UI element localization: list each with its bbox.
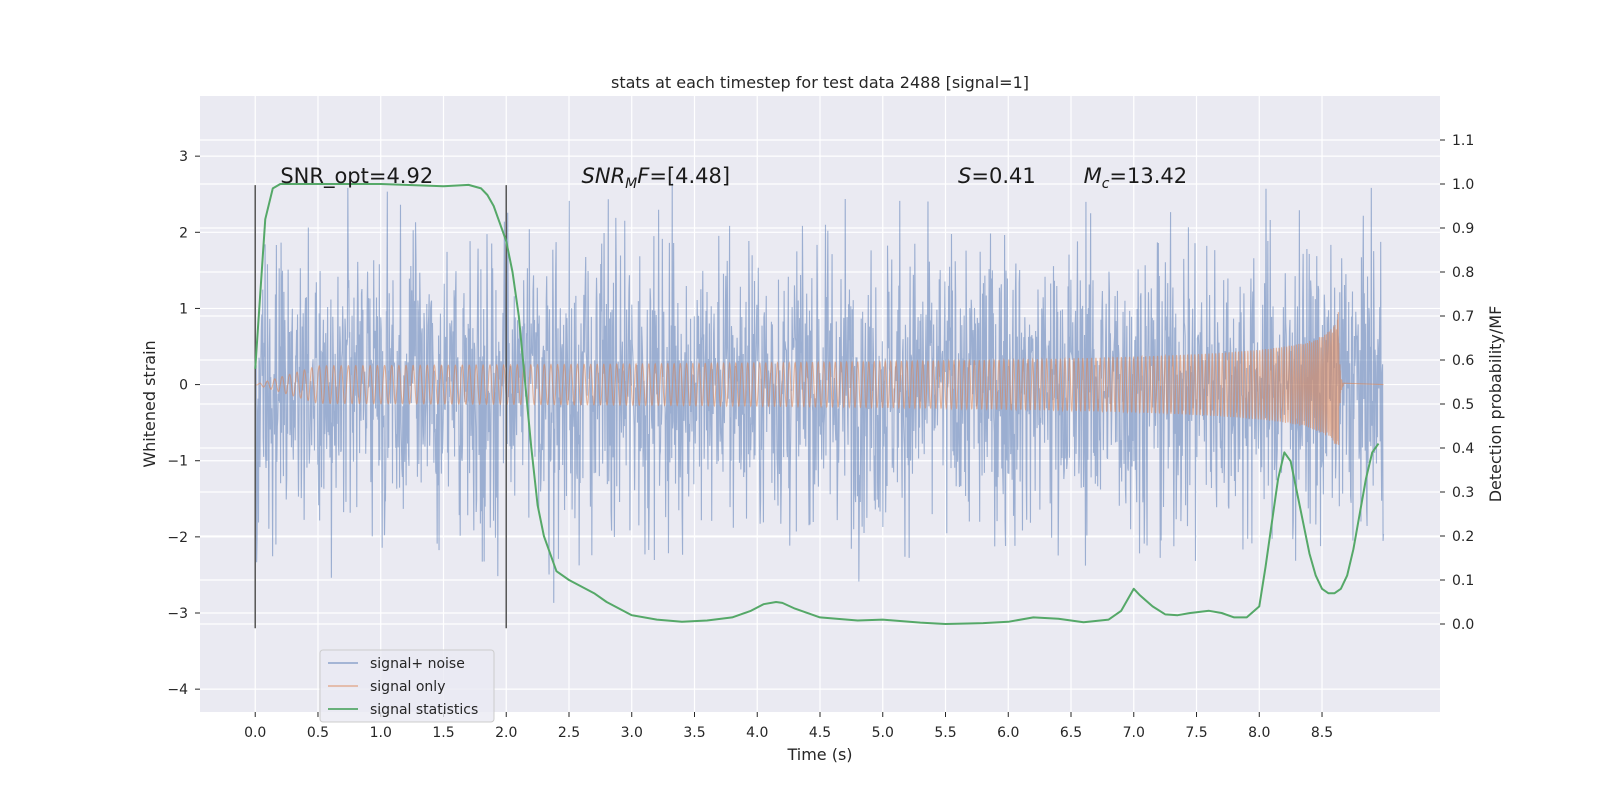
x-tick-label: 1.0: [370, 725, 392, 741]
y-axis-label: Whitened strain: [140, 340, 159, 467]
window-markers: [254, 185, 507, 629]
y2-tick-label: 0.2: [1452, 529, 1474, 545]
y2-tick-label: 1.0: [1452, 177, 1474, 193]
x-tick-label: 4.5: [809, 725, 831, 741]
legend-label-signal-noise: signal+ noise: [370, 656, 465, 672]
signal-only-line: [255, 312, 1384, 445]
y2-tick-label: 0.0: [1452, 617, 1474, 633]
tick-labels: 0.0 0.5 1.0 1.5 2.0 2.5 3.0 3.5 4.0 4.5 5.0 5.5 6.0 6…: [167, 133, 1474, 741]
x-tick-label: 5.5: [934, 725, 956, 741]
x-tick-label: 4.0: [746, 725, 768, 741]
x-axis-label: Time (s): [786, 745, 852, 764]
y-tick-label: −4: [167, 682, 188, 698]
legend-box: [319, 649, 495, 723]
legend-label-signal-statistics: signal statistics: [370, 702, 478, 718]
y2-tick-label: 0.4: [1452, 441, 1474, 457]
signal-only-series: [255, 312, 1384, 445]
y2-tick-label: 0.7: [1452, 309, 1474, 325]
y-tick-label: 2: [179, 225, 188, 241]
annotations: SNR_opt=4.92 SNRMF=[4.48] S=0.41 Mc=13.42: [280, 164, 1187, 192]
signal-statistics-series: [254, 183, 1380, 625]
signal-plus-noise-series: [254, 183, 1385, 603]
x-tick-label: 3.5: [683, 725, 705, 741]
annotation-3: Mc=13.42: [1084, 164, 1188, 192]
x-tick-label: 1.5: [432, 725, 454, 741]
y-tick-label: −2: [167, 530, 188, 546]
y2-tick-label: 0.6: [1452, 353, 1474, 369]
chart-title: stats at each timestep for test data 248…: [611, 73, 1029, 92]
x-tick-label: 7.5: [1185, 725, 1207, 741]
x-tick-label: 5.0: [872, 725, 894, 741]
y-tick-label: 1: [179, 301, 188, 317]
y2-tick-label: 0.9: [1452, 221, 1474, 237]
annotation-2: S=0.41: [958, 164, 1036, 188]
x-tick-label: 7.0: [1123, 725, 1145, 741]
legend: signal+ noise signal only signal statist…: [319, 649, 495, 723]
y2-tick-label: 1.1: [1452, 133, 1474, 149]
y2-tick-label: 0.3: [1452, 485, 1474, 501]
y2-tick-label: 0.1: [1452, 573, 1474, 589]
annotation-1: SNRMF=[4.48]: [582, 164, 731, 192]
y-tick-label: −1: [167, 454, 188, 470]
x-tick-label: 8.0: [1248, 725, 1270, 741]
annotation-0: SNR_opt=4.92: [280, 164, 433, 189]
x-tick-label: 2.5: [558, 725, 580, 741]
x-tick-label: 8.5: [1311, 725, 1333, 741]
y-tick-label: −3: [167, 606, 188, 622]
signal-plus-noise-line: [254, 183, 1385, 603]
legend-label-signal-only: signal only: [370, 679, 445, 695]
x-tick-label: 6.0: [997, 725, 1019, 741]
x-tick-label: 0.0: [244, 725, 266, 741]
x-tick-label: 2.0: [495, 725, 517, 741]
y-tick-label: 0: [179, 378, 188, 394]
y-tick-label: 3: [179, 149, 188, 165]
y2-tick-label: 0.8: [1452, 265, 1474, 281]
x-tick-label: 0.5: [307, 725, 329, 741]
y2-tick-label: 0.5: [1452, 397, 1474, 413]
signal-statistics-line: [254, 183, 1380, 625]
y2-axis-label: Detection probability/MF: [1486, 306, 1505, 503]
x-tick-label: 6.5: [1060, 725, 1082, 741]
x-tick-label: 3.0: [621, 725, 643, 741]
